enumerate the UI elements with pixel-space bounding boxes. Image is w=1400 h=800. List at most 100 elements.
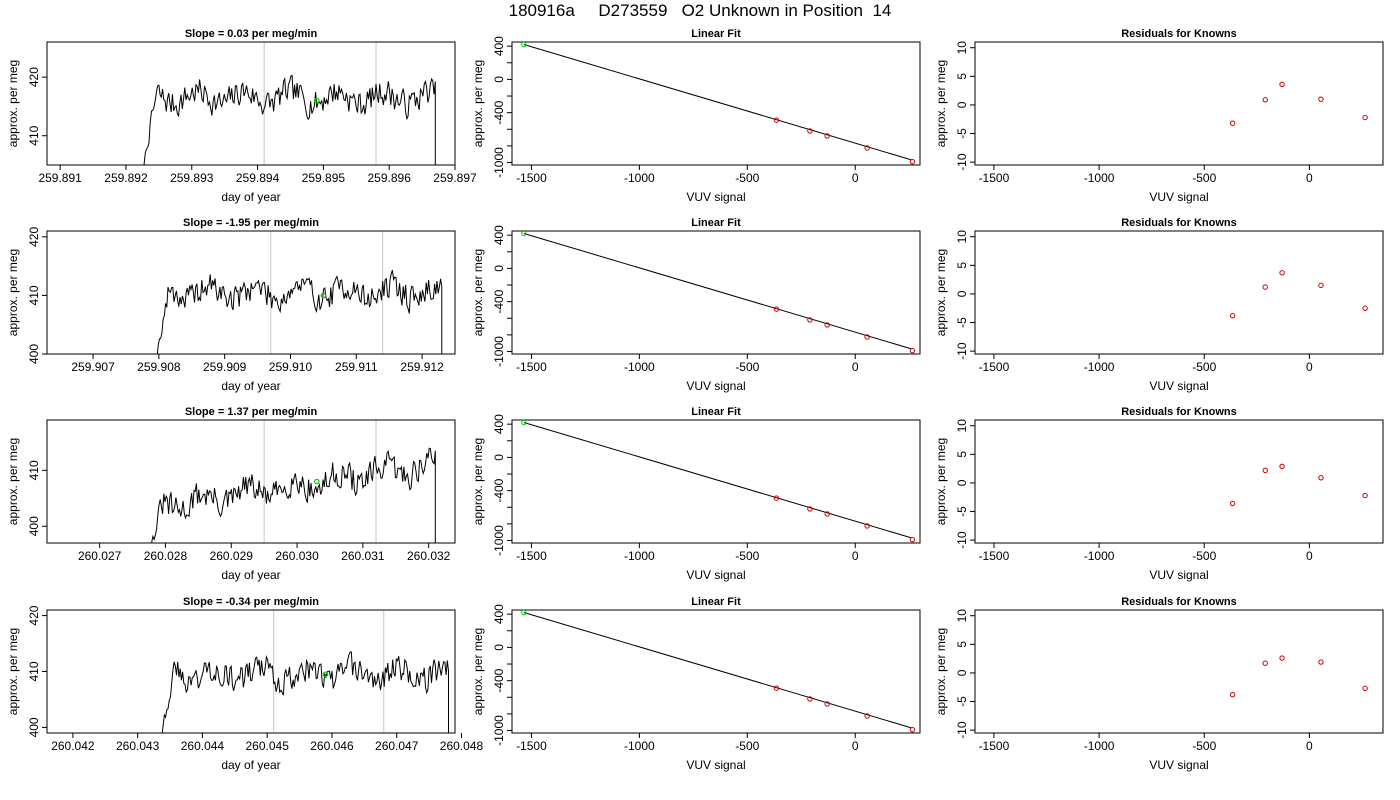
y-axis-label: approx. per meg bbox=[934, 60, 948, 147]
x-tick-label: -1500 bbox=[516, 360, 547, 374]
x-tick-label: 259.892 bbox=[104, 171, 148, 185]
x-tick-label: 259.910 bbox=[269, 360, 313, 374]
y-tick-label: 400 bbox=[492, 36, 506, 56]
plot-frame bbox=[46, 41, 456, 166]
mean-marker bbox=[320, 292, 327, 299]
y-axis-label: approx. per meg bbox=[934, 249, 948, 336]
x-axis-label: VUV signal bbox=[686, 568, 745, 582]
y-tick-label: 410 bbox=[27, 125, 41, 145]
x-axis-label: VUV signal bbox=[686, 758, 745, 772]
known-point bbox=[1279, 81, 1285, 88]
x-tick-label: -1000 bbox=[624, 360, 655, 374]
x-axis-label: VUV signal bbox=[1149, 190, 1208, 204]
x-tick-label: 260.028 bbox=[144, 549, 188, 563]
x-tick-label: -500 bbox=[1192, 739, 1216, 753]
x-axis-label: day of year bbox=[221, 568, 280, 582]
y-tick-label: -5 bbox=[955, 317, 969, 328]
y-tick-label: 0 bbox=[492, 76, 506, 83]
x-tick-label: 0 bbox=[1306, 739, 1313, 753]
known-point bbox=[909, 158, 916, 165]
known-point bbox=[1362, 305, 1368, 311]
x-tick-label: -500 bbox=[735, 360, 759, 374]
unknown-point bbox=[521, 419, 527, 426]
known-point bbox=[909, 536, 916, 543]
x-tick-label: -1000 bbox=[1084, 549, 1115, 563]
x-axis-label: day of year bbox=[221, 190, 280, 204]
trace-line bbox=[143, 74, 436, 165]
known-point bbox=[909, 726, 916, 733]
y-tick-label: 10 bbox=[955, 230, 969, 244]
x-tick-label: 260.047 bbox=[375, 739, 419, 753]
y-tick-label: 410 bbox=[27, 285, 41, 305]
plot-frame bbox=[511, 41, 921, 166]
y-tick-label: 400 bbox=[492, 414, 506, 434]
known-point bbox=[909, 347, 916, 354]
x-tick-label: 260.031 bbox=[341, 549, 385, 563]
figure-title: 180916a D273559 O2 Unknown in Position 1… bbox=[508, 1, 892, 20]
trace-line bbox=[161, 651, 449, 733]
known-point bbox=[864, 713, 870, 719]
panel-r3-c1: Slope = 1.37 per meg/min 260.027 260.028 26… bbox=[6, 406, 456, 582]
y-axis-label: approx. per meg bbox=[934, 438, 948, 525]
known-point bbox=[1229, 120, 1236, 126]
known-point bbox=[807, 128, 813, 134]
x-tick-label: 260.030 bbox=[275, 549, 319, 563]
known-point bbox=[824, 701, 830, 707]
known-point bbox=[1279, 463, 1285, 470]
x-tick-label: 259.896 bbox=[367, 171, 411, 185]
y-tick-label: 5 bbox=[955, 73, 969, 80]
y-tick-label: -1000 bbox=[492, 715, 506, 746]
y-tick-label: 420 bbox=[27, 67, 41, 87]
y-tick-label: -1000 bbox=[492, 525, 506, 556]
x-axis-label: VUV signal bbox=[686, 190, 745, 204]
x-tick-label: 260.045 bbox=[245, 739, 289, 753]
x-tick-label: 0 bbox=[1306, 171, 1313, 185]
known-point bbox=[1318, 96, 1324, 102]
known-point bbox=[864, 334, 870, 340]
plot-frame bbox=[974, 609, 1384, 734]
y-tick-label: -5 bbox=[955, 506, 969, 517]
mean-marker bbox=[322, 671, 329, 678]
x-tick-label: 259.897 bbox=[433, 171, 477, 185]
x-tick-label: -1500 bbox=[979, 739, 1010, 753]
x-tick-label: -1500 bbox=[979, 360, 1010, 374]
known-point bbox=[1229, 691, 1236, 698]
y-tick-label: -5 bbox=[955, 128, 969, 139]
x-tick-label: 0 bbox=[852, 549, 859, 563]
panel-title: Residuals for Knowns bbox=[1121, 28, 1237, 40]
x-axis-label: VUV signal bbox=[1149, 379, 1208, 393]
x-tick-label: -500 bbox=[1192, 360, 1216, 374]
panel-title: Slope = 1.37 per meg/min bbox=[185, 406, 318, 418]
panel-title: Residuals for Knowns bbox=[1121, 596, 1237, 608]
known-point bbox=[1362, 685, 1368, 692]
known-point bbox=[1229, 312, 1236, 319]
mean-marker bbox=[314, 97, 320, 104]
y-tick-label: 410 bbox=[27, 661, 41, 681]
x-tick-label: 259.895 bbox=[302, 171, 346, 185]
x-tick-label: 260.046 bbox=[310, 739, 354, 753]
y-tick-label: -10 bbox=[955, 531, 969, 549]
y-axis-label: approx. per meg bbox=[6, 60, 20, 147]
plot-frame bbox=[974, 230, 1384, 355]
y-tick-label: 410 bbox=[27, 460, 41, 480]
x-tick-label: 0 bbox=[852, 171, 859, 185]
x-axis-label: VUV signal bbox=[1149, 758, 1208, 772]
unknown-point bbox=[521, 230, 527, 237]
plot-frame bbox=[974, 419, 1384, 544]
x-tick-label: 259.891 bbox=[38, 171, 82, 185]
x-tick-label: 260.044 bbox=[181, 739, 225, 753]
panel-title: Linear Fit bbox=[691, 217, 741, 229]
known-point bbox=[1229, 500, 1236, 507]
y-axis-label: approx. per meg bbox=[6, 249, 20, 336]
known-point bbox=[864, 523, 870, 529]
panel-r3-c3: Residuals for Knowns -1500 -1000 -500 0 10 5 0 -… bbox=[934, 406, 1384, 582]
y-tick-label: 5 bbox=[955, 641, 969, 648]
known-point bbox=[807, 317, 813, 323]
x-tick-label: -500 bbox=[735, 549, 759, 563]
y-tick-label: 420 bbox=[27, 227, 41, 247]
x-tick-label: 260.032 bbox=[407, 549, 451, 563]
y-tick-label: -10 bbox=[955, 721, 969, 739]
fit-line bbox=[523, 422, 912, 539]
y-axis-label: approx. per meg bbox=[934, 628, 948, 715]
